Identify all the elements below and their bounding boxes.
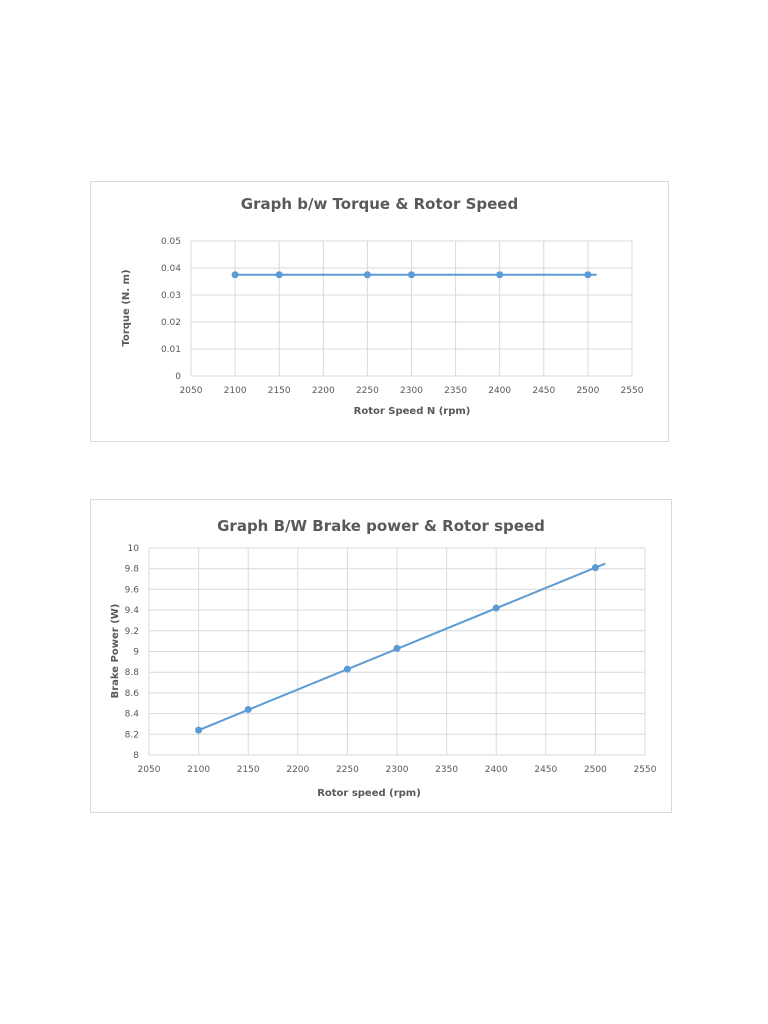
brake-power-chart: Graph B/W Brake power & Rotor speed 2050…: [90, 499, 672, 813]
x-tick-label: 2450: [534, 765, 557, 775]
x-tick-label: 2300: [386, 765, 409, 775]
x-tick-label: 2400: [488, 386, 511, 396]
x-tick-label: 2550: [634, 765, 657, 775]
y-tick-label: 0.01: [161, 345, 181, 355]
y-tick-label: 8.4: [125, 710, 140, 720]
y-tick-label: 9: [133, 648, 139, 658]
y-tick-label: 0.03: [161, 291, 181, 301]
x-tick-label: 2550: [621, 386, 644, 396]
x-tick-label: 2200: [312, 386, 335, 396]
x-tick-label: 2150: [237, 765, 260, 775]
chart-title: Graph B/W Brake power & Rotor speed: [217, 517, 545, 535]
data-point: [244, 705, 252, 713]
data-point: [393, 644, 401, 652]
x-tick-label: 2150: [268, 386, 291, 396]
data-point: [343, 665, 351, 673]
torque-chart: Graph b/w Torque & Rotor Speed 2050 2100 2…: [90, 181, 669, 442]
x-tick-label: 2450: [532, 386, 555, 396]
y-axis-label: Brake Power (W): [110, 604, 121, 699]
x-tick-label: 2200: [286, 765, 309, 775]
x-tick-label: 2250: [336, 765, 359, 775]
x-tick-label: 2250: [356, 386, 379, 396]
y-tick-label: 9.4: [125, 606, 140, 616]
x-tick-label: 2100: [187, 765, 210, 775]
data-point: [231, 271, 239, 279]
series-line: [198, 562, 606, 732]
y-tick-label: 8: [133, 751, 139, 761]
data-point: [275, 271, 283, 279]
y-tick-label: 9.6: [125, 585, 140, 595]
x-tick-label: 2500: [576, 386, 599, 396]
y-tick-label: 10: [128, 544, 140, 554]
x-tick-label: 2300: [400, 386, 423, 396]
y-axis-label: Torque (N. m): [121, 269, 132, 346]
data-point: [492, 604, 500, 612]
x-tick-label: 2350: [444, 386, 467, 396]
x-axis-label: Rotor Speed N (rpm): [354, 406, 471, 417]
y-tick-label: 0.04: [161, 264, 181, 274]
data-point: [591, 564, 599, 572]
brake-power-plot: 2050 2100 2150 2200 2250 2300 2350 2400 2450 2500…: [110, 544, 657, 799]
data-point: [195, 726, 203, 734]
x-tick-label: 2400: [485, 765, 508, 775]
y-tick-label: 0.02: [161, 318, 181, 328]
x-tick-label: 2050: [180, 386, 203, 396]
y-tick-label: 0: [175, 372, 181, 382]
data-point: [408, 271, 415, 279]
x-tick-label: 2350: [435, 765, 458, 775]
y-tick-label: 8.6: [125, 689, 140, 699]
data-point: [496, 271, 504, 279]
x-tick-label: 2100: [224, 386, 247, 396]
y-tick-label: 8.8: [125, 668, 140, 678]
x-tick-label: 2500: [584, 765, 607, 775]
x-tick-label: 2050: [138, 765, 161, 775]
data-point: [363, 271, 371, 279]
data-point: [584, 271, 592, 279]
chart-title: Graph b/w Torque & Rotor Speed: [240, 195, 519, 213]
y-tick-label: 9.2: [125, 627, 139, 637]
y-tick-label: 8.2: [125, 730, 139, 740]
torque-plot: 2050 2100 2150 2200 2250 2300 2350 2400 2450 2500…: [121, 237, 644, 417]
x-axis-label: Rotor speed (rpm): [317, 788, 421, 799]
y-tick-label: 0.05: [161, 237, 181, 247]
y-tick-label: 9.8: [125, 565, 140, 575]
